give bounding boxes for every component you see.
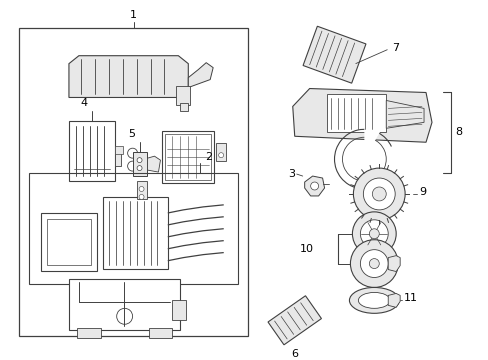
Polygon shape — [267, 296, 321, 345]
Bar — [69, 121, 115, 181]
Polygon shape — [303, 26, 365, 83]
Bar — [136, 181, 146, 199]
Bar — [29, 173, 238, 284]
Text: 10: 10 — [299, 244, 313, 254]
Bar — [148, 328, 172, 338]
Polygon shape — [69, 56, 188, 98]
Text: 5: 5 — [128, 129, 135, 139]
Polygon shape — [304, 176, 324, 196]
Circle shape — [371, 187, 386, 201]
Polygon shape — [387, 256, 399, 271]
Bar — [165, 134, 211, 180]
Polygon shape — [292, 89, 431, 142]
Circle shape — [360, 220, 387, 248]
Bar — [172, 300, 186, 320]
Text: 9: 9 — [418, 187, 426, 197]
Bar — [176, 86, 190, 105]
Ellipse shape — [358, 292, 389, 309]
Bar — [47, 219, 91, 265]
Circle shape — [218, 153, 223, 158]
Bar — [41, 213, 97, 271]
Circle shape — [363, 178, 394, 210]
Bar — [115, 148, 121, 166]
Circle shape — [352, 212, 395, 256]
Text: 11: 11 — [403, 293, 417, 303]
Circle shape — [139, 186, 144, 192]
Circle shape — [368, 229, 379, 239]
Bar — [115, 146, 122, 154]
Polygon shape — [386, 100, 423, 128]
Circle shape — [350, 240, 397, 287]
Circle shape — [310, 182, 318, 190]
Bar — [19, 28, 247, 336]
Text: 6: 6 — [291, 349, 298, 359]
Bar — [216, 143, 225, 161]
Text: 7: 7 — [391, 43, 399, 53]
Text: 3: 3 — [287, 169, 294, 179]
Bar — [102, 197, 168, 269]
Bar — [77, 328, 101, 338]
Bar — [69, 279, 180, 330]
Circle shape — [137, 166, 142, 171]
Circle shape — [368, 258, 379, 269]
Ellipse shape — [349, 287, 398, 313]
Bar — [326, 94, 386, 132]
Polygon shape — [188, 63, 213, 87]
Bar — [132, 152, 146, 176]
Circle shape — [139, 194, 144, 199]
Text: 4: 4 — [80, 98, 87, 108]
Wedge shape — [364, 127, 380, 159]
Circle shape — [353, 168, 405, 220]
Polygon shape — [147, 156, 160, 172]
Text: 1: 1 — [130, 10, 137, 20]
Circle shape — [360, 250, 387, 278]
Circle shape — [137, 158, 142, 163]
Text: 2: 2 — [204, 152, 211, 162]
Bar — [162, 131, 214, 183]
Bar — [180, 103, 188, 111]
Polygon shape — [387, 293, 399, 307]
Text: 8: 8 — [454, 127, 461, 137]
